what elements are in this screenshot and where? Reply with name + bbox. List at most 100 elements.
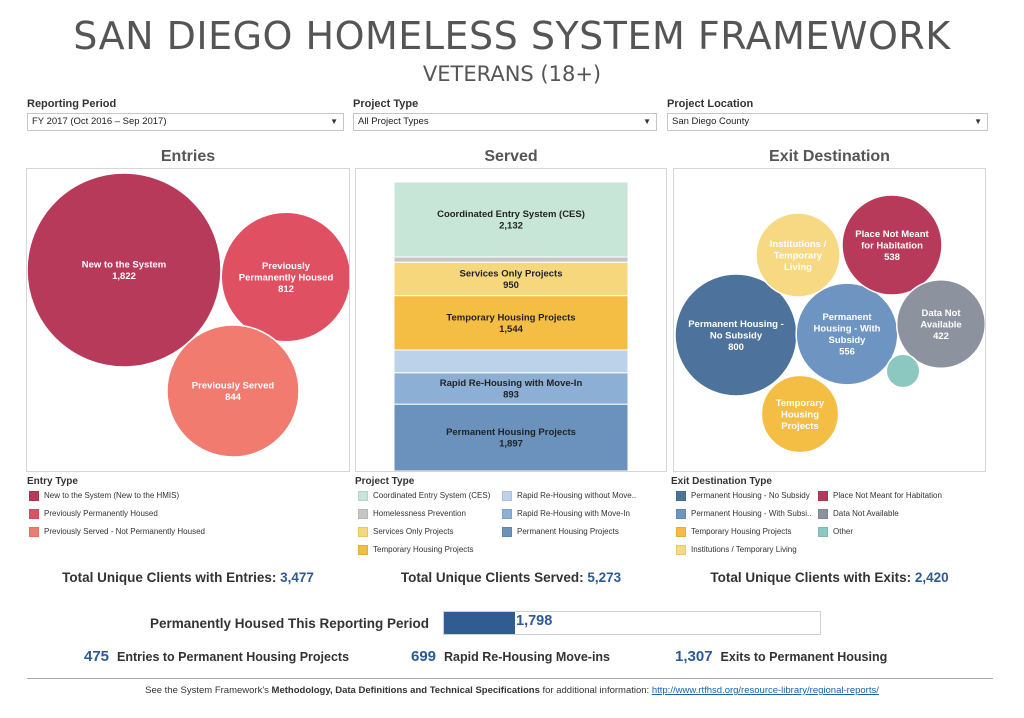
legend-label: Rapid Re-Housing with Move-In [517,509,630,518]
footer-link[interactable]: http://www.rtfhsd.org/resource-library/r… [651,685,879,696]
bubble-temporary-housing-projects[interactable] [760,374,840,454]
bubble-label: Subsidy [829,335,867,346]
bar-segment-coordinated-entry-system-ces[interactable] [393,181,629,258]
bar-segment-label: 2,132 [499,221,523,232]
legend-swatch [502,490,512,501]
legend-label: Permanent Housing Projects [517,527,619,536]
legend-item-other[interactable]: Other [818,526,853,538]
bar-segment-label: Temporary Housing Projects [446,312,575,323]
legend-item-services-only-projects[interactable]: Services Only Projects [358,526,453,538]
entries-chart-panel: New to the System 1,822 Previously Permanen… [26,168,352,472]
legend-item-coordinated-entry-system-ces[interactable]: Coordinated Entry System (CES) [358,490,490,502]
bubble-label: Permanent [822,312,872,323]
metric-value: 699 [411,648,437,665]
footer-middle: for additional information: [539,685,652,696]
bar-segment-rrh-no-move[interactable] [393,349,629,374]
bar-segment-label: 893 [503,390,519,401]
chevron-down-icon[interactable]: ▼ [330,117,338,126]
select-value: FY 2017 (Oct 2016 – Sep 2017) [32,116,167,127]
bubble-label: Institutions / [770,239,827,250]
permanently-housed-bar-track [443,611,821,635]
served-chart-panel: Coordinated Entry System (CES) 2,132 Servi… [355,168,667,472]
legend-swatch [358,490,368,501]
served-section-title: Served [484,148,538,165]
bubble-label: for Habitation [861,240,923,251]
entries-section-title: Entries [160,148,216,165]
legend-swatch [676,508,686,519]
legend-label: Temporary Housing Projects [691,527,792,536]
permanently-housed-bar-fill [444,612,515,634]
total-label: Total Unique Clients with Entries: [62,570,277,585]
legend-swatch [502,508,512,519]
footer: See the System Framework's Methodology, … [0,685,1024,696]
chevron-down-icon[interactable]: ▼ [974,117,982,126]
served-stacked-bar-chart: Coordinated Entry System (CES)2,132 Servi… [393,181,629,472]
bubble-label: 844 [225,392,242,403]
legend-item-permanent-housing-no-subsidy[interactable]: Permanent Housing - No Subsidy [676,490,810,502]
bubble-label: Temporary [776,398,825,409]
legend-swatch [29,508,39,519]
legend-label: Institutions / Temporary Living [691,545,797,554]
bar-segment-label: Rapid Re-Housing with Move-In [440,378,583,389]
legend-item-permanent-housing-projects[interactable]: Permanent Housing Projects [502,526,619,538]
metric-label: Rapid Re-Housing Move-ins [444,650,611,664]
legend-swatch [676,490,686,501]
filter-label: Project Type [353,98,419,110]
bubble-label: No Subsidy [710,330,763,341]
legend-label: Permanent Housing - No Subsidy [691,491,810,500]
bubble-label: 1,822 [112,271,136,282]
legend-swatch [818,508,828,519]
legend-swatch [818,526,828,537]
metric-exits-permanent-housing: 1,307 Exits to Permanent Housing [675,648,887,666]
page-title: SAN DIEGO HOMELESS SYSTEM FRAMEWORK [73,14,951,58]
project-location-select[interactable]: San Diego County ▼ [667,113,988,131]
legend-item-previously-served-not-permanently-housed[interactable]: Previously Served - Not Permanently Hous… [29,526,205,538]
metric-label: Entries to Permanent Housing Projects [117,650,350,664]
bubble-label: Temporary [774,250,823,261]
bubble-other[interactable] [885,353,921,389]
permanently-housed-value: 1,798 [516,613,553,629]
bubble-previously-served[interactable] [166,324,300,458]
legend-swatch [358,544,368,555]
project-type-select[interactable]: All Project Types ▼ [353,113,657,131]
bar-segment-prevention[interactable] [393,256,629,263]
bar-segment-label: Permanent Housing Projects [446,427,576,438]
legend-item-rapid-re-housing-without-move[interactable]: Rapid Re-Housing without Move.. [502,490,636,502]
bar-segment-label: Coordinated Entry System (CES) [437,209,585,220]
legend-item-temporary-housing-projects[interactable]: Temporary Housing Projects [676,526,791,538]
legend-item-place-not-meant-for-habitation[interactable]: Place Not Meant for Habitation [818,490,942,502]
bubble-label: Data Not [921,308,961,319]
filter-project-type: Project Type All Project Types ▼ [353,98,657,131]
legend-item-permanent-housing-with-subsi[interactable]: Permanent Housing - With Subsi.. [676,508,812,520]
bubble-institutions-temporary-living[interactable] [755,212,841,298]
page-subtitle: VETERANS (18+) [422,62,602,86]
bubble-label: Available [920,319,961,330]
bubble-label: Permanently Housed [239,272,334,283]
reporting-period-select[interactable]: FY 2017 (Oct 2016 – Sep 2017) ▼ [27,113,344,131]
legend-item-homelessness-prevention[interactable]: Homelessness Prevention [358,508,466,520]
legend-label: Data Not Available [833,509,899,518]
chevron-down-icon[interactable]: ▼ [643,117,651,126]
legend-item-temporary-housing-projects[interactable]: Temporary Housing Projects [358,544,473,556]
total-value: 3,477 [280,570,314,585]
bar-segment-label: 1,897 [499,439,523,450]
legend-label: Rapid Re-Housing without Move.. [517,491,637,500]
footer-divider [27,678,993,679]
legend-swatch [29,526,39,537]
legend-swatch [676,526,686,537]
bubble-place-not-meant-for-habitation[interactable] [841,194,943,296]
legend-item-previously-permanently-housed[interactable]: Previously Permanently Housed [29,508,158,520]
legend-item-institutions-temporary-living[interactable]: Institutions / Temporary Living [676,544,797,556]
legend-swatch [676,544,686,555]
legend-item-new-to-the-system-new-to-the-hmis[interactable]: New to the System (New to the HMIS) [29,490,179,502]
legend-item-rapid-re-housing-with-move-in[interactable]: Rapid Re-Housing with Move-In [502,508,630,520]
bubble-label: Previously Served [192,381,275,392]
legend-item-data-not-available[interactable]: Data Not Available [818,508,899,520]
exit-destination-legend: Exit Destination Type Permanent Housing … [671,476,991,566]
total-exits: Total Unique Clients with Exits: 2,420 [673,570,986,585]
legend-label: New to the System (New to the HMIS) [44,491,180,500]
legend-title: Project Type [355,476,415,487]
select-value: San Diego County [672,116,750,127]
footer-methodology: Methodology, Data Definitions and Techni… [271,685,540,696]
bar-segment-label: 1,544 [499,324,523,335]
